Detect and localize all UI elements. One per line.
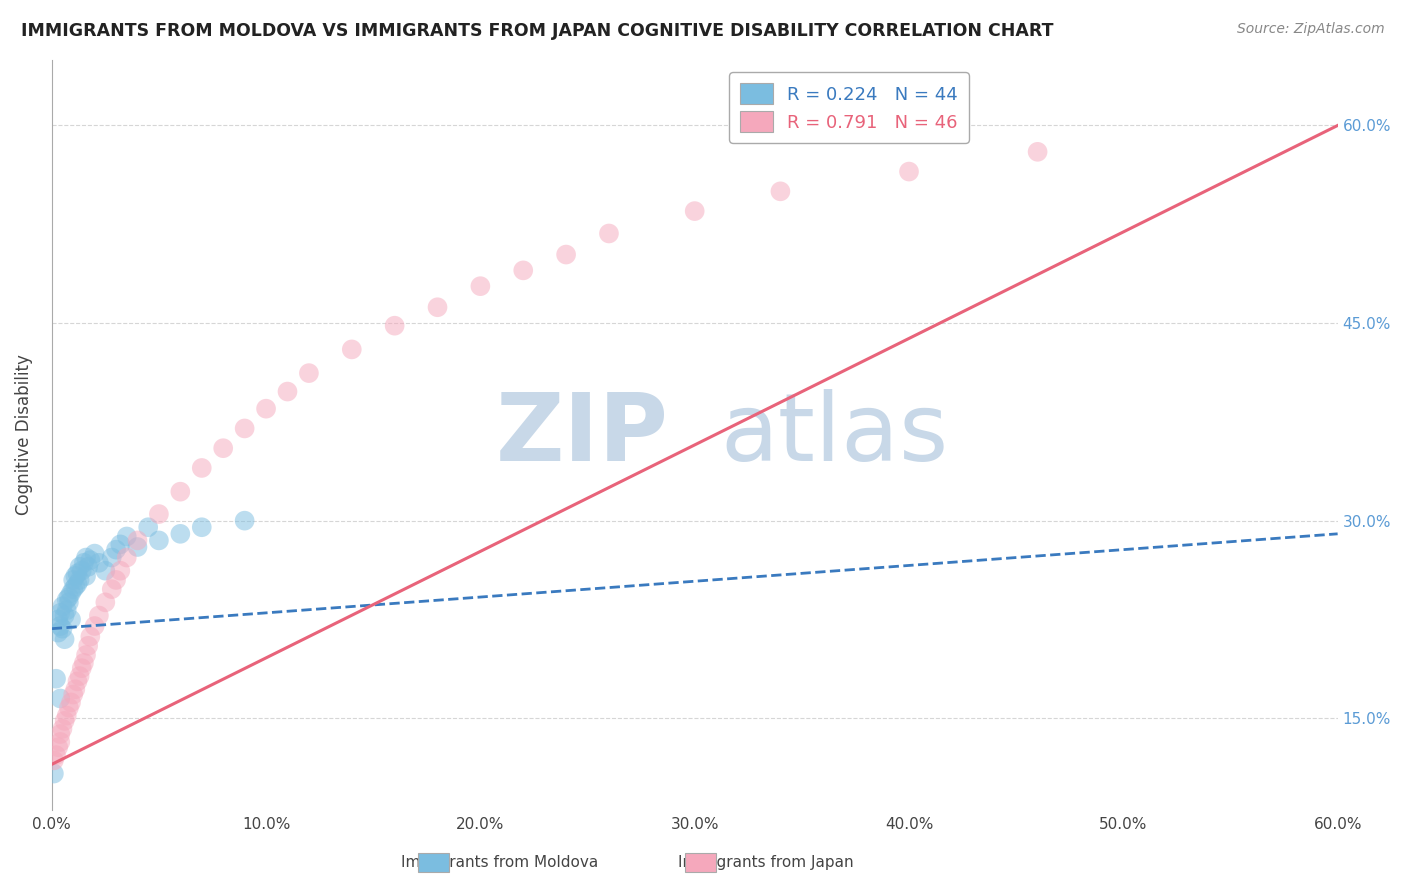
Point (69, 669, 91, 683)
Point (49, 606, 72, 620)
Point (298, 366, 321, 380)
Point (77, 559, 100, 574)
Point (115, 550, 138, 565)
Point (1026, 145, 1049, 159)
Point (49, 727, 72, 741)
Point (75, 648, 97, 662)
Point (94, 595, 117, 609)
Point (75, 550, 97, 565)
Point (79, 630, 101, 644)
Point (127, 540, 149, 554)
Point (53, 714, 76, 728)
Point (555, 247, 578, 261)
Text: IMMIGRANTS FROM MOLDOVA VS IMMIGRANTS FROM JAPAN COGNITIVE DISABILITY CORRELATIO: IMMIGRANTS FROM MOLDOVA VS IMMIGRANTS FR… (21, 22, 1053, 40)
Point (100, 582, 122, 596)
Point (66, 674, 89, 689)
Point (127, 533, 149, 548)
Point (598, 227, 620, 241)
Point (58, 700, 80, 714)
Point (87, 556, 110, 570)
Point (55, 708, 77, 723)
Point (49, 619, 72, 633)
Point (110, 537, 132, 551)
Point (49, 691, 72, 706)
Point (65, 580, 87, 594)
Point (191, 461, 214, 475)
Point (115, 529, 138, 543)
Point (105, 573, 128, 587)
Point (42, 766, 65, 780)
Point (340, 343, 363, 357)
Point (66, 566, 89, 581)
Point (69, 573, 91, 587)
Point (60, 612, 83, 626)
Point (66, 577, 89, 591)
Text: Source: ZipAtlas.com: Source: ZipAtlas.com (1237, 22, 1385, 37)
Point (683, 204, 706, 219)
Point (60, 695, 83, 709)
Point (769, 184, 792, 198)
Point (42, 753, 65, 767)
Point (55, 603, 77, 617)
Point (148, 507, 170, 521)
Point (105, 542, 128, 557)
Point (51, 722, 73, 736)
Point (77, 639, 100, 653)
Y-axis label: Cognitive Disability: Cognitive Disability (15, 355, 32, 516)
Point (100, 550, 122, 565)
Text: atlas: atlas (720, 389, 949, 481)
Point (75, 569, 97, 583)
Point (53, 608, 76, 623)
Point (169, 526, 191, 541)
Point (83, 619, 105, 633)
Point (79, 553, 101, 567)
Point (191, 520, 214, 534)
Point (69, 559, 91, 574)
Point (45, 748, 67, 763)
Point (212, 441, 235, 455)
Point (233, 421, 256, 435)
Point (58, 595, 80, 609)
Text: Immigrants from Moldova: Immigrants from Moldova (401, 855, 598, 870)
Point (58, 590, 80, 604)
Point (70, 564, 93, 578)
Point (55, 592, 77, 607)
Point (49, 735, 72, 749)
Legend: R = 0.224   N = 44, R = 0.791   N = 46: R = 0.224 N = 44, R = 0.791 N = 46 (730, 72, 969, 143)
Point (83, 547, 105, 561)
Point (254, 401, 277, 416)
Point (46, 625, 69, 640)
Point (62, 582, 84, 596)
Point (148, 533, 170, 548)
Point (73, 556, 96, 570)
Point (70, 661, 93, 675)
Point (276, 384, 298, 399)
Point (51, 622, 73, 636)
Point (60, 586, 83, 600)
Point (73, 656, 96, 670)
Point (136, 520, 159, 534)
Point (87, 608, 110, 623)
Point (46, 740, 69, 755)
Point (46, 612, 69, 626)
Point (426, 300, 449, 314)
Point (169, 484, 191, 499)
Point (110, 564, 132, 578)
Point (62, 688, 84, 702)
Point (470, 279, 492, 293)
Point (898, 164, 921, 178)
Point (94, 564, 117, 578)
Point (53, 632, 76, 647)
Point (512, 263, 534, 277)
Text: Immigrants from Japan: Immigrants from Japan (679, 855, 853, 870)
Point (65, 569, 87, 583)
Point (65, 682, 87, 697)
Point (51, 599, 73, 614)
Point (45, 672, 67, 686)
Point (233, 514, 256, 528)
Point (384, 318, 406, 333)
Text: ZIP: ZIP (496, 389, 669, 481)
Point (62, 573, 84, 587)
